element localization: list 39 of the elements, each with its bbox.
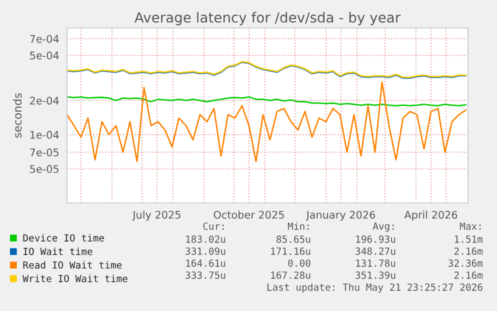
text: Cur: — [203, 222, 224, 230]
y-tick-label: 2e-04 — [30, 96, 59, 105]
text: 1.51m — [454, 236, 483, 243]
text: 0.00 — [288, 259, 310, 267]
text: Min: — [288, 222, 309, 230]
legend-label: Write IO Wait time — [22, 274, 128, 282]
line-series — [67, 81, 467, 162]
x-tick-label: July 2025 — [132, 210, 180, 221]
x-tick-label: April 2026 — [404, 210, 458, 221]
text: 131.78u — [356, 259, 396, 267]
text: 85.65u — [276, 235, 310, 243]
y-tick-label: 7e-05 — [30, 148, 58, 156]
y-tick-label: 7e-04 — [30, 34, 59, 43]
x-tick-label: January 2026 — [306, 210, 375, 221]
text: 351.39u — [356, 271, 396, 279]
text: 167.28u — [271, 271, 310, 279]
line-series — [67, 96, 467, 106]
text: 196.93u — [356, 235, 396, 243]
text: Max: — [460, 222, 481, 230]
text: 2.16m — [454, 271, 483, 279]
text: 164.61u — [186, 259, 226, 267]
legend-label: IO Wait time — [24, 248, 92, 256]
y-axis-title: seconds — [13, 93, 22, 138]
y-tick-label: 1e-04 — [30, 130, 59, 139]
x-tick-label: October 2025 — [214, 210, 284, 219]
legend-label: Read IO Wait time — [23, 261, 122, 269]
text: Avg: — [372, 222, 394, 232]
chart-title: Average latency for /dev/sda - by year — [134, 12, 401, 26]
text: 32.36m — [448, 259, 483, 267]
text: 333.75u — [186, 271, 226, 279]
text: 183.02u — [186, 235, 226, 243]
y-tick-label: 5e-04 — [30, 52, 59, 60]
text: 2.16m — [454, 247, 483, 255]
text: 331.09u — [186, 247, 226, 255]
text: 348.27u — [356, 247, 396, 255]
text: 171.16u — [271, 247, 310, 255]
text: Last update: Thu May 21 23:25:27 2026 — [267, 283, 482, 293]
legend-label: Device IO time — [23, 234, 104, 242]
y-tick-label: 5e-05 — [30, 165, 58, 173]
